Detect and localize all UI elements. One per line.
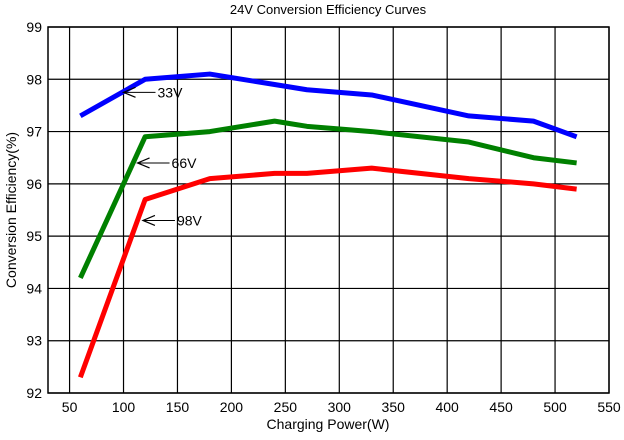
- x-tick-label: 350: [382, 399, 406, 415]
- annotation-label-33V: 33V: [158, 84, 184, 100]
- y-axis-label: Conversion Efficiency(%): [3, 132, 19, 288]
- y-tick-label: 95: [26, 228, 42, 244]
- series-line-98V: [78, 165, 577, 379]
- series-line-33V: [79, 71, 578, 140]
- x-tick-label: 250: [274, 399, 298, 415]
- series-line-66V: [78, 118, 577, 280]
- arrowhead-icon: [135, 157, 150, 169]
- x-tick-label: 450: [489, 399, 513, 415]
- y-tick-label: 97: [26, 124, 42, 140]
- x-axis-label: Charging Power(W): [267, 416, 390, 432]
- x-tick-label: 200: [220, 399, 244, 415]
- chart-title: 24V Conversion Efficiency Curves: [230, 2, 427, 17]
- y-tick-label: 98: [26, 71, 42, 87]
- y-tick-label: 93: [26, 333, 42, 349]
- annotation-label-98V: 98V: [177, 212, 203, 228]
- plot-frame: [47, 26, 610, 394]
- x-tick-label: 550: [597, 399, 621, 415]
- y-tick-label: 96: [26, 176, 42, 192]
- arrowhead-icon: [141, 214, 156, 227]
- x-tick-label: 500: [543, 399, 567, 415]
- x-tick-label: 100: [112, 399, 136, 415]
- y-tick-label: 92: [26, 385, 42, 401]
- x-tick-label: 300: [328, 399, 352, 415]
- y-tick-label: 94: [26, 280, 42, 296]
- x-tick-label: 400: [435, 399, 459, 415]
- x-tick-label: 50: [62, 399, 78, 415]
- y-tick-label: 99: [26, 19, 42, 35]
- annotation-label-66V: 66V: [172, 155, 198, 171]
- x-tick-label: 150: [166, 399, 190, 415]
- arrowhead-icon: [121, 86, 136, 98]
